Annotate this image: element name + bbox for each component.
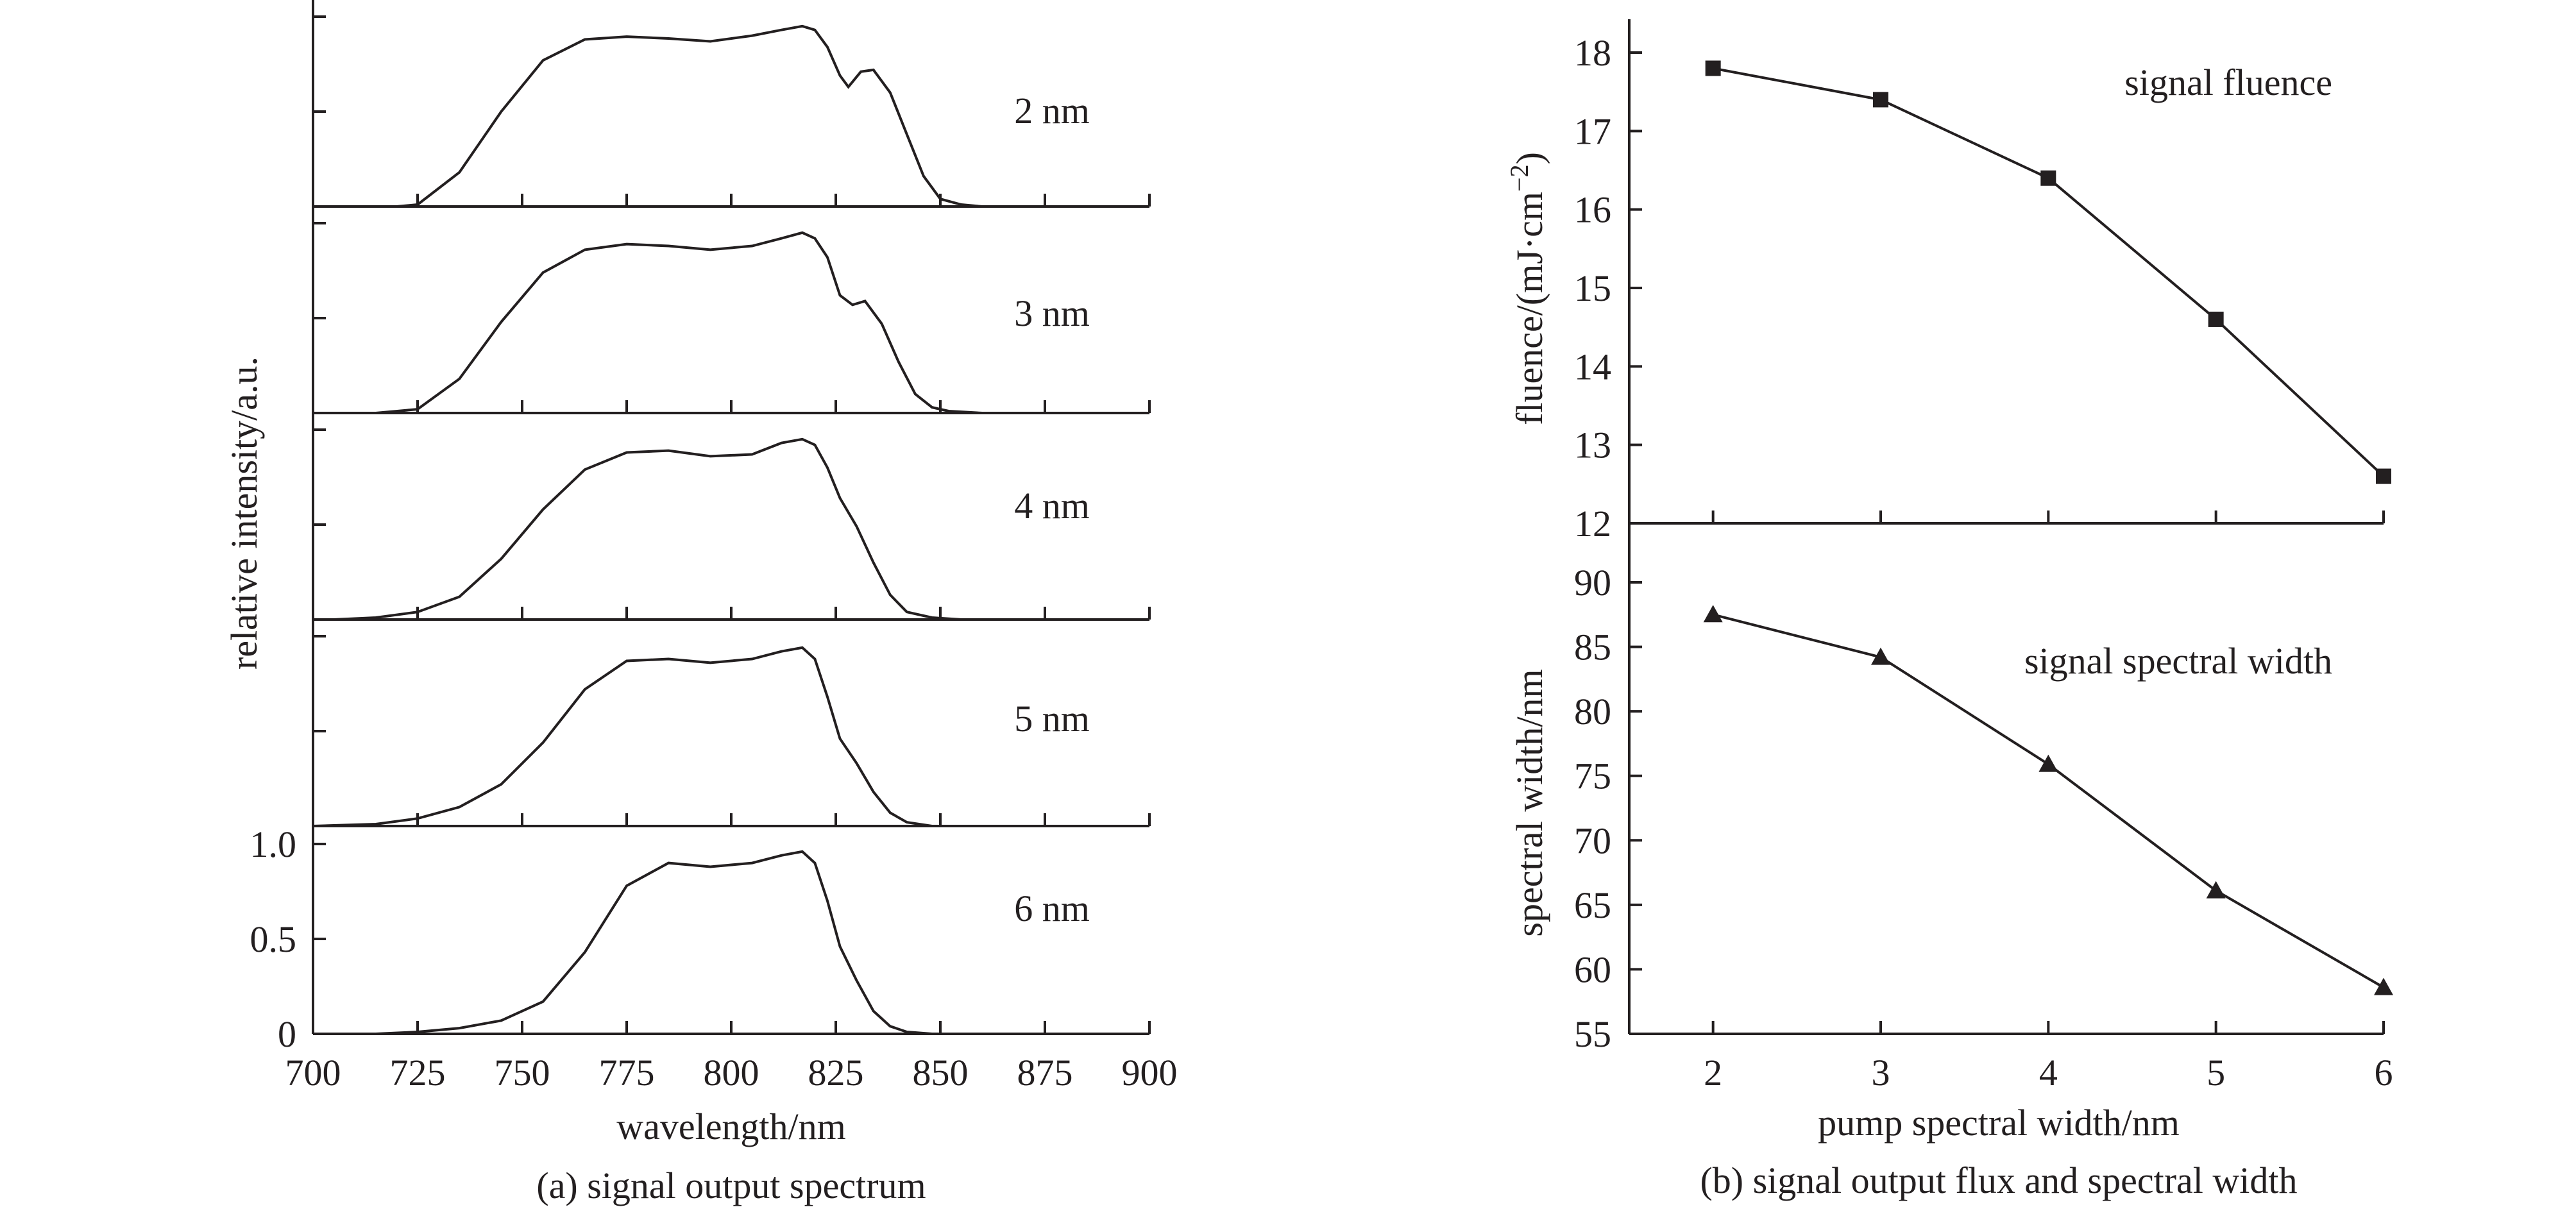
width-y-tick-label: 55 — [1574, 1013, 1611, 1055]
spectrum-y-tick-label: 1.0 — [250, 823, 297, 865]
width-y-tick-label: 65 — [1574, 884, 1611, 926]
spectrum-y-tick-label: 0 — [278, 1013, 296, 1055]
flux-width-chart: 2 3 4 5 6 12 13 14 15 16 17 18 55 60 65 70 75 80 85 90 signa… — [1505, 19, 2393, 1201]
width-x-tick-label: 2 — [1704, 1052, 1722, 1093]
spectrum-panel: 6 nm — [312, 843, 1151, 1035]
fluence-annotation: signal fluence — [2124, 62, 2332, 103]
spectrum-curve — [313, 24, 1149, 208]
fluence-point — [2208, 311, 2224, 327]
spectrum-panel: 2 nm — [312, 15, 1151, 208]
width-y-tick-label: 80 — [1574, 691, 1611, 732]
spectrum-y-axis-title: relative intensity/a.u. — [223, 357, 265, 670]
width-x-tick-label: 3 — [1872, 1052, 1890, 1093]
spectrum-curve — [313, 437, 1149, 621]
width-point — [2038, 754, 2058, 772]
spectrum-panel-label: 3 nm — [1014, 292, 1090, 334]
width-annotation: signal spectral width — [2024, 640, 2332, 682]
fluence-y-tick-label: 15 — [1574, 267, 1611, 309]
spectrum-x-tick-label: 700 — [285, 1052, 341, 1093]
width-x-tick-label: 6 — [2375, 1052, 2393, 1093]
spectrum-curve — [313, 231, 1149, 414]
spectrum-caption: (a) signal output spectrum — [536, 1165, 926, 1206]
spectrum-panel-label: 6 nm — [1014, 888, 1090, 929]
fluence-y-tick-label: 14 — [1574, 346, 1611, 387]
spectrum-x-tick-label: 875 — [1017, 1052, 1073, 1093]
fluence-y-tick-label: 16 — [1574, 189, 1611, 231]
spectrum-x-tick-label: 900 — [1122, 1052, 1178, 1093]
fluence-point — [2376, 468, 2391, 484]
fluence-y-axis-title-main: fluence/(mJ·cm — [1509, 192, 1550, 425]
width-y-tick-label: 75 — [1574, 755, 1611, 797]
fluence-point — [1873, 92, 1888, 108]
spectrum-panel-label: 4 nm — [1014, 485, 1090, 527]
spectrum-x-tick-label: 725 — [390, 1052, 446, 1093]
fluence-point — [1705, 60, 1721, 76]
width-point — [2374, 977, 2393, 995]
spectrum-curve — [312, 646, 1149, 827]
width-y-axis-title: spectral width/nm — [1509, 669, 1550, 936]
width-point — [1703, 605, 1723, 623]
width-x-axis-title: pump spectral width/nm — [1818, 1102, 2180, 1144]
fluence-y-tick-label: 12 — [1574, 503, 1611, 544]
width-y-tick-label: 90 — [1574, 562, 1611, 604]
spectrum-x-tick-label: 850 — [913, 1052, 969, 1093]
spectrum-panel-label: 5 nm — [1014, 698, 1090, 739]
fluence-y-axis-title: fluence/(mJ·cm−2) — [1505, 152, 1550, 425]
width-x-tick-label: 5 — [2207, 1052, 2225, 1093]
width-y-tick-label: 60 — [1574, 949, 1611, 990]
spectrum-panel-label: 2 nm — [1014, 90, 1090, 131]
fluence-point — [2040, 170, 2056, 186]
spectrum-y-tick-label: 0.5 — [250, 918, 297, 960]
width-y-tick-label: 70 — [1574, 820, 1611, 861]
spectrum-chart: 2 nm 3 nm 4 nm 5 nm 6 nm 0 0.5 1.0 700 725 750 775 8… — [223, 0, 1178, 1206]
spectrum-x-axis-title: wavelength/nm — [616, 1106, 846, 1147]
spectrum-panel: 4 nm — [312, 428, 1151, 621]
spectrum-curve — [313, 850, 1149, 1035]
width-point — [2206, 881, 2226, 899]
spectrum-x-tick-label: 750 — [495, 1052, 550, 1093]
fluence-y-axis-title-sup: −2 — [1505, 164, 1534, 192]
fluence-y-axis-title-close: ) — [1509, 152, 1550, 164]
fluence-y-tick-label: 17 — [1574, 110, 1611, 152]
spectrum-x-tick-label: 800 — [704, 1052, 759, 1093]
fluence-y-tick-label: 18 — [1574, 32, 1611, 74]
flux-width-caption: (b) signal output flux and spectral widt… — [1700, 1160, 2297, 1201]
fluence-y-tick-label: 13 — [1574, 425, 1611, 466]
width-y-tick-label: 85 — [1574, 627, 1611, 668]
width-x-tick-label: 4 — [2039, 1052, 2058, 1093]
width-point — [1871, 647, 1890, 665]
spectrum-x-tick-label: 825 — [808, 1052, 864, 1093]
spectrum-x-tick-label: 775 — [599, 1052, 655, 1093]
spectrum-panel: 3 nm — [312, 222, 1151, 414]
spectrum-panel: 5 nm — [312, 635, 1151, 827]
